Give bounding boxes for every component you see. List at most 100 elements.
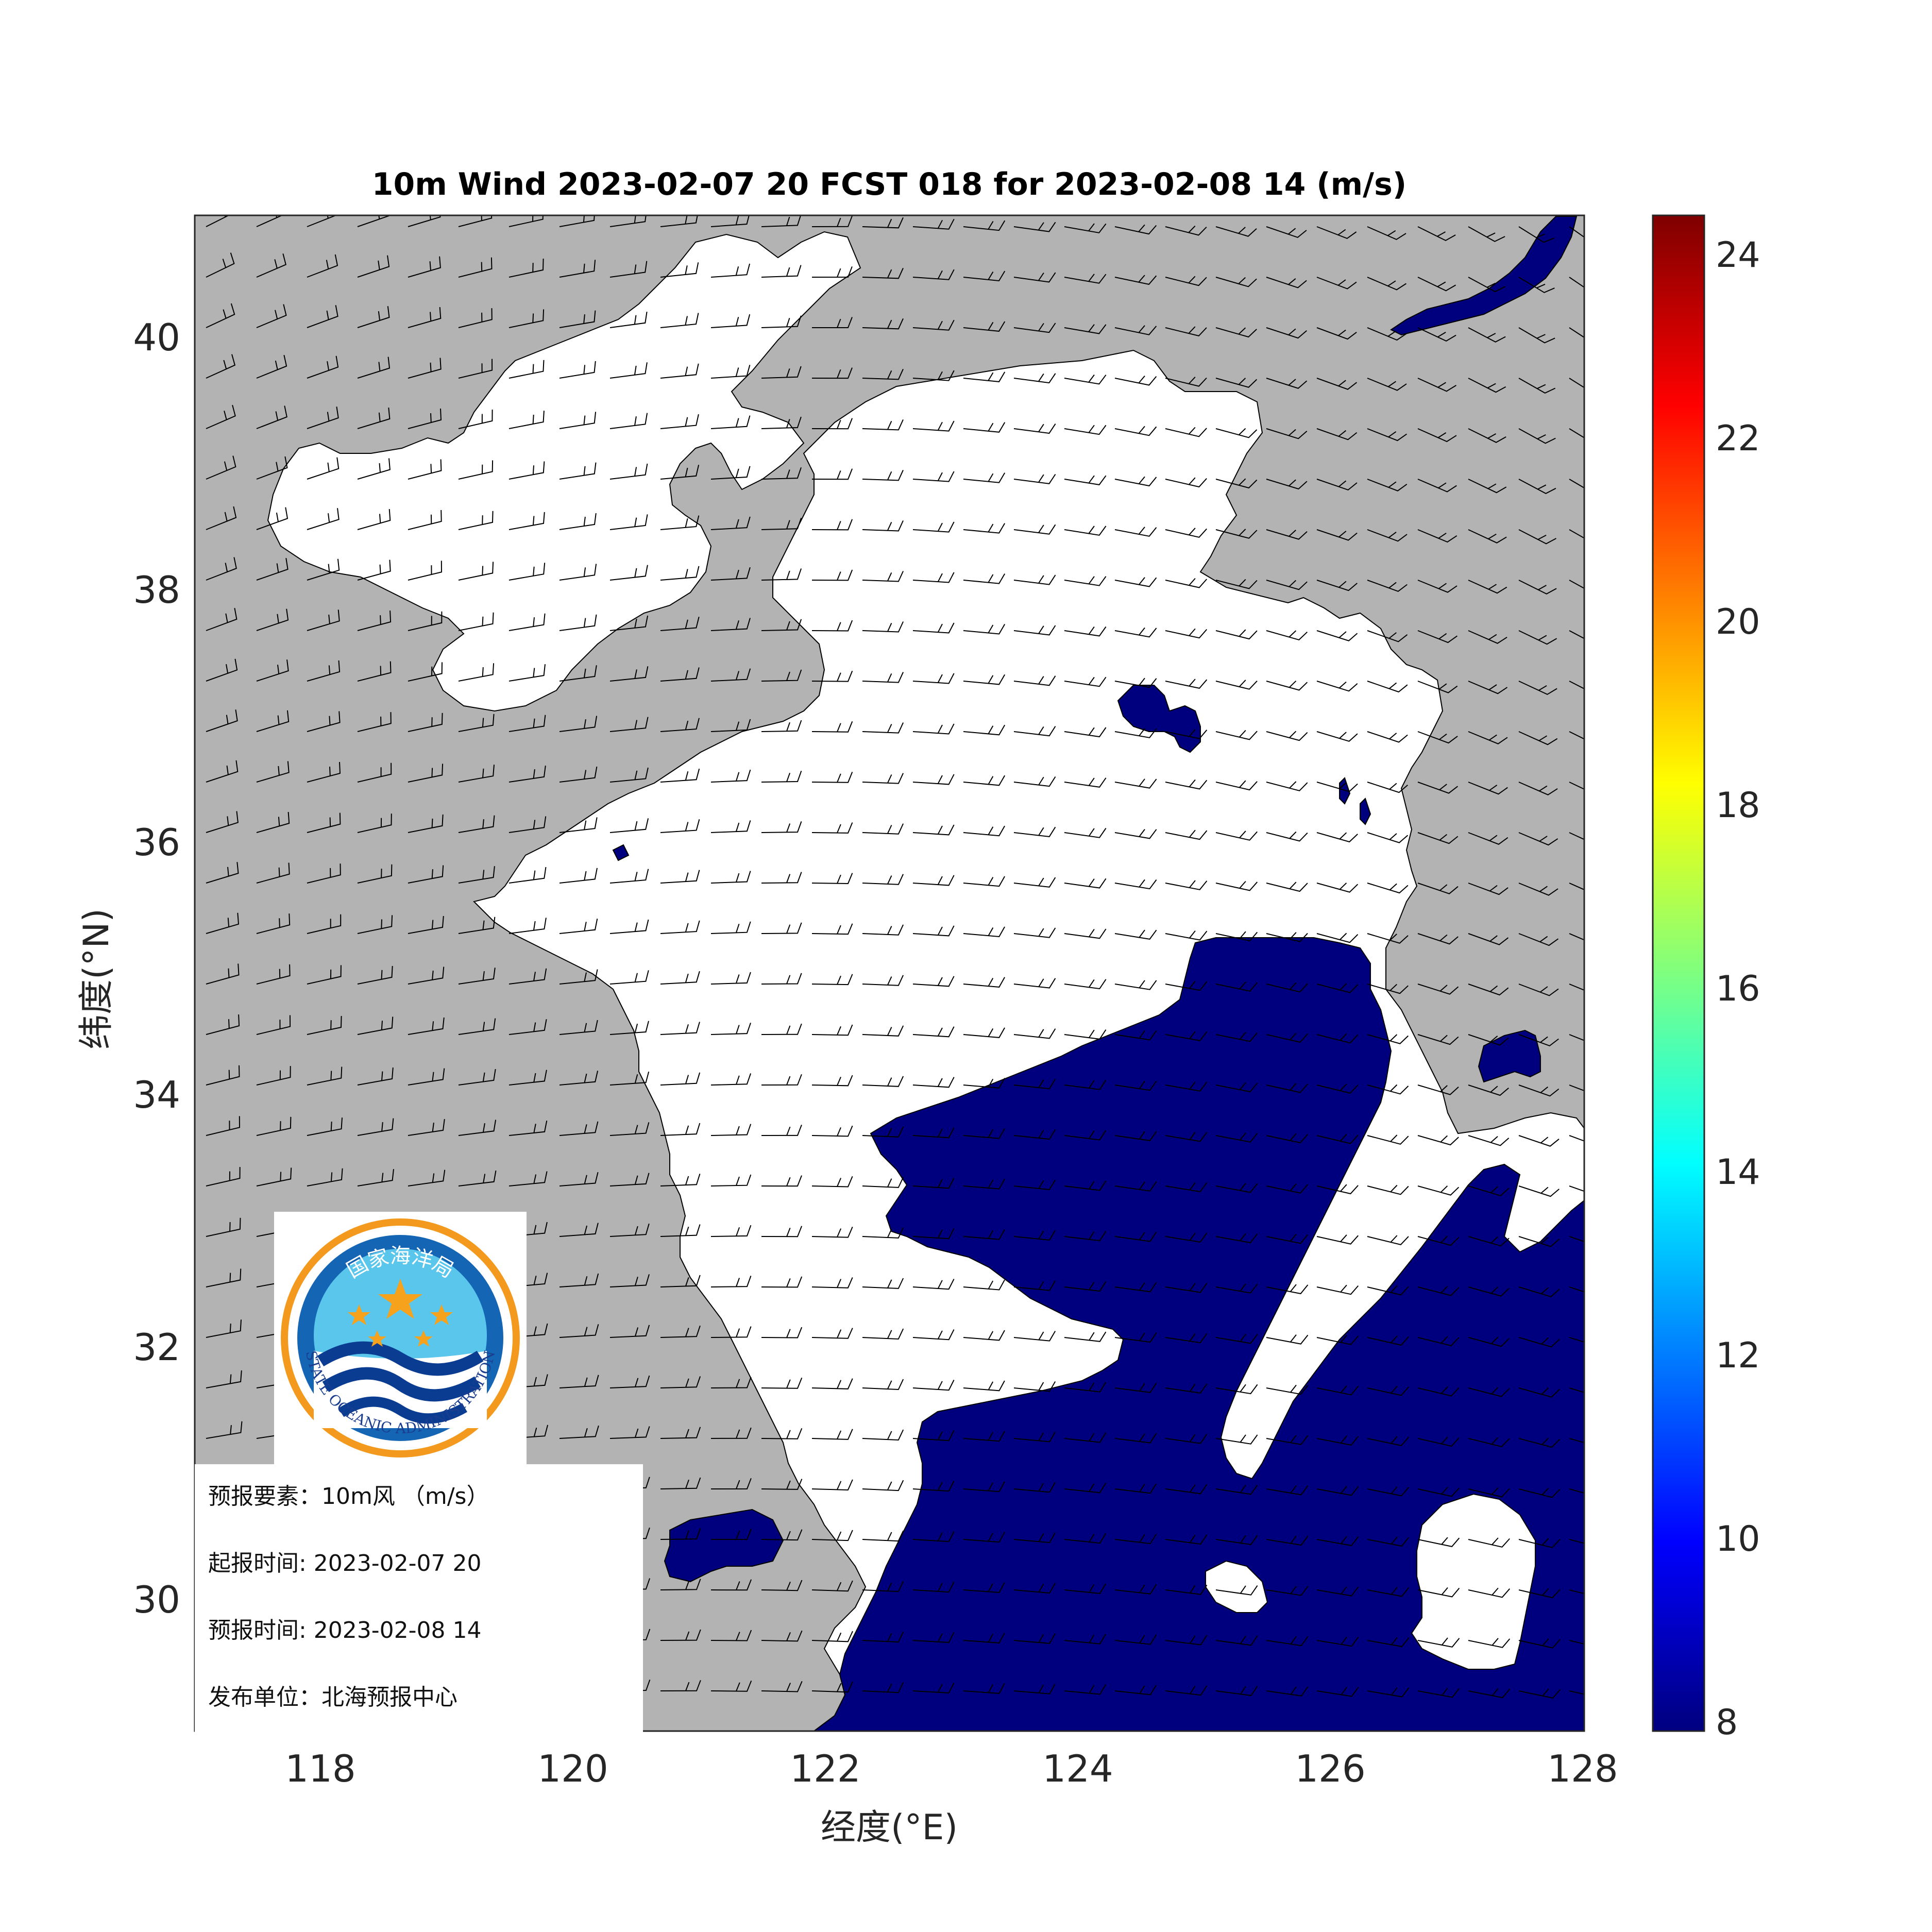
wind-barb [862,1379,904,1391]
wind-barb [458,1120,497,1136]
wind-barb [458,511,494,530]
wind-barb [761,1125,802,1136]
wind-barb [408,865,444,884]
wind-barb [357,458,391,480]
wind-barb [710,1022,751,1035]
wind-barb [206,1217,241,1237]
wind-barb [408,1170,446,1187]
wind-barb [1367,1184,1409,1195]
wind-barb [1266,1435,1309,1445]
wind-barb [710,1326,752,1338]
wind-barb [357,1118,394,1136]
wind-barb [811,721,853,733]
wind-barb [206,1014,240,1035]
wind-barb [559,614,597,631]
wind-barb [559,1425,599,1439]
wind-barb [1215,780,1258,791]
wind-barb [559,215,595,227]
wind-barb [811,772,853,783]
wind-barb [609,463,648,480]
wind-barb [1367,1034,1409,1044]
wind-barb [206,862,239,884]
wind-barb [509,1121,548,1136]
wind-barb [1013,1583,1056,1594]
wind-barb [1316,1687,1359,1697]
wind-barb [1013,1129,1056,1140]
wind-barb [761,1479,803,1490]
wind-barb [307,355,339,379]
wind-barb [206,1065,240,1086]
wind-barb [307,965,342,985]
wind-barb [357,762,392,783]
wind-barb [710,618,751,631]
wind-barb [609,1021,649,1035]
wind-barb [1114,1080,1157,1091]
wind-barb [1013,1230,1056,1241]
wind-barb [1013,1028,1056,1039]
wind-barb [559,665,597,682]
wind-barb [710,1225,752,1237]
wind-barb [862,217,904,229]
wind-barb [963,1128,1005,1139]
wind-barb [206,252,235,278]
wind-barb [710,1529,752,1540]
wind-barb [1569,1135,1584,1142]
wind-barb [1013,1331,1056,1342]
wind-barb [1165,930,1208,941]
wind-barb [660,414,699,429]
plot-frame [194,214,1585,1732]
wind-barb [710,820,751,833]
wind-barb [1215,831,1258,841]
wind-barb [1367,1687,1410,1698]
wind-barb [710,263,751,278]
wind-barb [1316,933,1359,943]
wind-barb [811,266,853,278]
wind-barb [509,461,545,480]
wind-barb [206,760,239,783]
wind-barb [912,622,955,634]
wind-barb [559,564,597,581]
wind-barb [912,1481,955,1492]
wind-barb [206,455,236,480]
wind-barb [1367,1285,1409,1296]
y-tick-label: 40 [133,316,180,359]
wind-barb [609,261,648,278]
wind-barb [912,875,955,886]
wind-barb [1417,1185,1460,1196]
wind-barb [811,1024,853,1036]
wind-barb [357,408,391,429]
wind-barb [1468,1437,1510,1448]
wind-barb [1013,776,1056,787]
wind-barb [1569,1084,1584,1092]
wind-barb [307,863,341,884]
wind-barb [1518,782,1558,795]
wind-barb [912,1531,955,1543]
wind-barb [408,916,444,934]
wind-barb [458,612,494,631]
wind-barb [963,472,1006,483]
wind-barb [1569,1387,1584,1393]
wind-barb [963,1027,1005,1038]
wind-barb [1013,473,1056,484]
wind-barb [256,215,283,227]
wind-barb [256,354,287,379]
wind-barb [1013,1179,1056,1191]
wind-barb [761,922,802,934]
wind-barb [811,1479,853,1491]
wind-barb [1165,1635,1208,1646]
wind-barb [761,416,802,429]
wind-barb [1114,1030,1157,1041]
wind-barb [912,673,955,684]
wind-barb [1114,627,1157,638]
wind-barb [1064,1684,1107,1695]
wind-barb [1518,580,1557,595]
wind-barb [1569,1640,1584,1645]
wind-barb [1468,226,1505,242]
wind-barb [1518,529,1556,545]
wind-barb [357,560,391,581]
colorbar-tick-label: 16 [1716,969,1760,1009]
wind-barb [710,921,751,934]
wind-barb [357,1016,394,1035]
wind-barb [1013,323,1056,333]
wind-barb [559,1172,599,1187]
